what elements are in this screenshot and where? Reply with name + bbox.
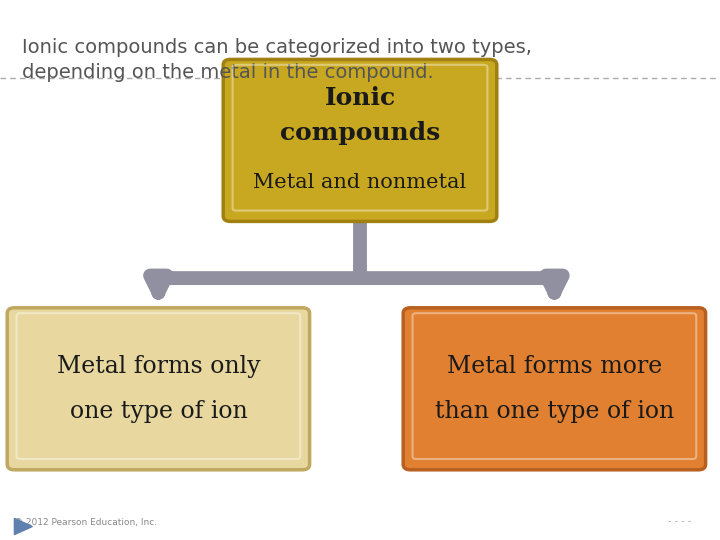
FancyBboxPatch shape <box>403 308 706 470</box>
Text: compounds: compounds <box>280 121 440 145</box>
Text: Metal forms more: Metal forms more <box>447 355 662 377</box>
FancyBboxPatch shape <box>7 308 310 470</box>
Text: Metal and nonmetal: Metal and nonmetal <box>253 173 467 192</box>
Text: - - - -: - - - - <box>668 516 691 526</box>
FancyBboxPatch shape <box>223 59 497 221</box>
Text: than one type of ion: than one type of ion <box>435 400 674 423</box>
Polygon shape <box>14 518 32 535</box>
Text: Metal forms only: Metal forms only <box>57 355 260 377</box>
Text: one type of ion: one type of ion <box>70 400 247 423</box>
Text: Ionic compounds can be categorized into two types,
depending on the metal in the: Ionic compounds can be categorized into … <box>22 38 531 82</box>
Text: © 2012 Pearson Education, Inc.: © 2012 Pearson Education, Inc. <box>14 517 158 526</box>
Text: Ionic: Ionic <box>325 86 395 110</box>
